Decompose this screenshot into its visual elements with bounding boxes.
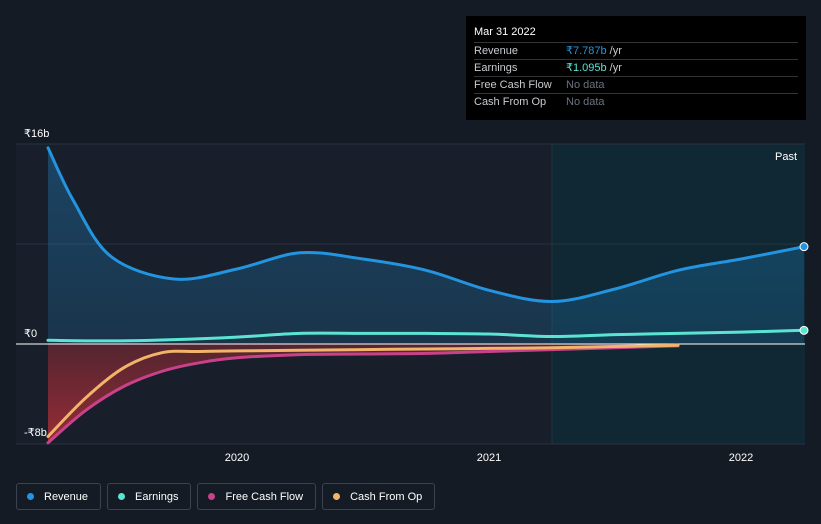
tooltip-label: Revenue (474, 45, 519, 57)
legend-item-cash-from-op[interactable]: Cash From Op (322, 483, 436, 510)
y-tick-label: ₹16b (24, 128, 49, 140)
negative-cash-area (48, 344, 678, 443)
free-cash-flow-line (46, 344, 680, 445)
tooltip-unit: /yr (609, 45, 622, 57)
tooltip-label: Earnings (474, 62, 518, 74)
tooltip-row-cash-from-op: Cash From Op No data (474, 94, 798, 110)
past-region-label: Past (775, 151, 797, 163)
x-tick-label: 2020 (225, 452, 249, 464)
earnings-dot-icon (118, 493, 126, 500)
cash-from-op-dot-icon (333, 493, 341, 500)
axis-labels: ₹16b ₹0 -₹8b 2020 2021 2022 Past (24, 128, 797, 464)
revenue-end-marker (799, 242, 809, 252)
legend-item-revenue[interactable]: Revenue (16, 483, 102, 510)
revenue-line (46, 146, 806, 304)
tooltip-label: Cash From Op (474, 96, 547, 108)
gridlines (16, 143, 805, 445)
free-cash-flow-dot-icon (208, 493, 216, 500)
legend-label: Revenue (44, 490, 89, 503)
x-tick-label: 2022 (729, 452, 753, 464)
legend-item-earnings[interactable]: Earnings (107, 483, 192, 510)
tooltip-unit: /yr (609, 62, 622, 74)
tooltip-value: No data (566, 96, 605, 108)
tooltip-value: No data (566, 79, 605, 91)
legend-label: Cash From Op (350, 490, 423, 503)
earnings-line (46, 328, 806, 343)
y-tick-label: -₹8b (24, 427, 47, 439)
legend-label: Earnings (135, 490, 179, 503)
data-tooltip: Mar 31 2022 Revenue ₹7.787b /yr Earnings… (466, 16, 806, 120)
legend-item-free-cash-flow[interactable]: Free Cash Flow (197, 483, 317, 510)
series-lines (16, 146, 809, 445)
tooltip-date: Mar 31 2022 (474, 24, 798, 43)
earnings-end-marker (799, 325, 809, 335)
revenue-dot-icon (27, 493, 34, 500)
x-tick-label: 2021 (477, 452, 501, 464)
tooltip-row-revenue: Revenue ₹7.787b /yr (474, 43, 798, 60)
y-tick-label: ₹0 (24, 328, 37, 340)
tooltip-row-free-cash-flow: Free Cash Flow No data (474, 77, 798, 94)
tooltip-value: ₹7.787b (566, 45, 607, 57)
tooltip-row-earnings: Earnings ₹1.095b /yr (474, 60, 798, 77)
chart-legend: Revenue Earnings Free Cash Flow Cash Fro… (16, 483, 436, 510)
tooltip-value: ₹1.095b (566, 62, 607, 74)
cash-from-op-line (46, 343, 680, 438)
legend-label: Free Cash Flow (225, 490, 304, 503)
tooltip-label: Free Cash Flow (474, 79, 552, 91)
area-fills (48, 147, 804, 443)
revenue-area (48, 147, 804, 344)
